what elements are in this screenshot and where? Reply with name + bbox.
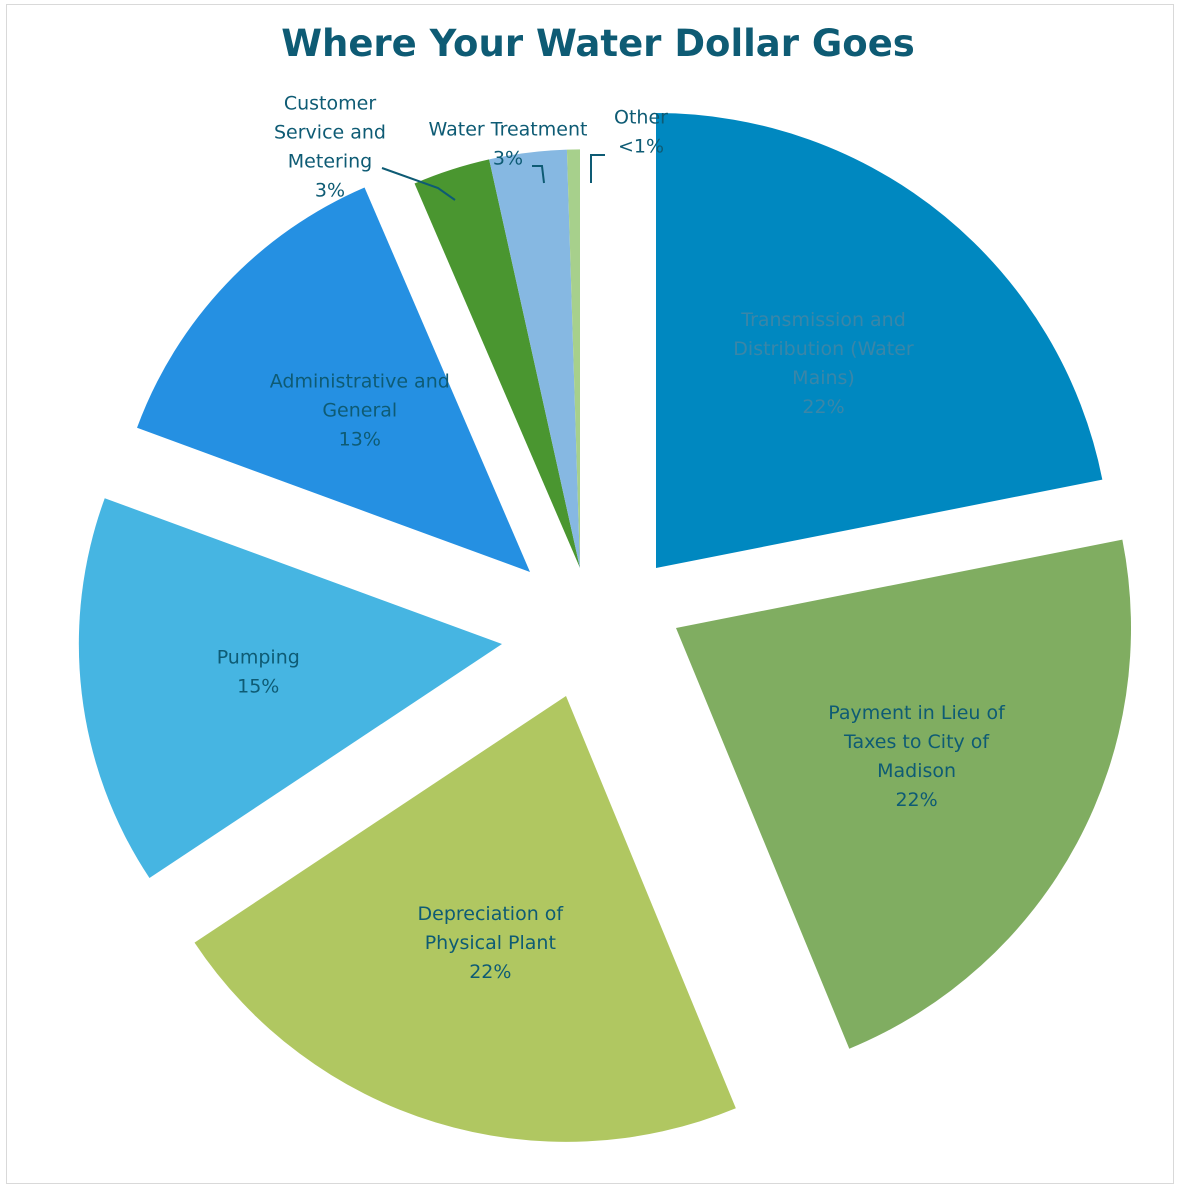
pie-slice-water-treatment (489, 149, 580, 569)
slice-label-depreciation-physical-plant: Depreciation of (418, 903, 565, 925)
leader-line-water-treatment (532, 165, 545, 184)
slice-label-payment-in-lieu-of-taxes: Taxes to City of (843, 731, 990, 753)
slice-label-transmission-distribution: 22% (802, 396, 844, 418)
slice-group-other: Other <1% (566, 107, 668, 568)
pie-slice-other (566, 149, 580, 568)
slice-group-water-treatment: Water Treatment 3% (429, 119, 588, 569)
slice-label-payment-in-lieu-of-taxes: Payment in Lieu of (828, 702, 1006, 724)
pie-slice-pumping (78, 498, 503, 879)
pie-slice-transmission-distribution (656, 113, 1103, 568)
pie-slice-depreciation-physical-plant (194, 696, 736, 1142)
pie-slice-administrative-general (137, 187, 530, 573)
slice-label-customer-service-metering: Customer (284, 93, 376, 115)
slice-label-transmission-distribution: Mains) (792, 367, 855, 389)
slice-group-pumping: Pumping 15% (78, 498, 503, 879)
slice-label-payment-in-lieu-of-taxes: 22% (895, 789, 937, 811)
slice-label-other: <1% (618, 136, 664, 158)
slice-label-customer-service-metering: Service and (274, 122, 386, 144)
slice-label-administrative-general: 13% (339, 428, 381, 450)
leader-line-other (590, 154, 605, 183)
slice-group-customer-service-metering: Customer Service and Metering 3% (274, 93, 580, 568)
slice-label-other: Other (614, 107, 668, 129)
slice-label-transmission-distribution: Transmission and (740, 309, 906, 331)
pie-slice-payment-in-lieu-of-taxes (676, 539, 1131, 1049)
slice-label-water-treatment: Water Treatment (429, 119, 588, 141)
slice-label-transmission-distribution: Distribution (Water (733, 338, 914, 360)
chart-title: Where Your Water Dollar Goes (281, 22, 915, 65)
slice-label-customer-service-metering: 3% (315, 180, 345, 202)
slice-group-administrative-general: Administrative and General 13% (137, 187, 530, 573)
slice-group-transmission-distribution: Transmission and Distribution (Water Mains… (656, 113, 1103, 568)
slice-label-pumping: Pumping (217, 647, 300, 669)
slice-label-water-treatment: 3% (493, 148, 523, 170)
slice-label-customer-service-metering: Metering (288, 151, 372, 173)
slice-label-pumping: 15% (237, 676, 279, 698)
leader-line-customer-service-metering (381, 167, 456, 201)
slice-group-depreciation-physical-plant: Depreciation of Physical Plant 22% (194, 696, 736, 1142)
slice-label-payment-in-lieu-of-taxes: Madison (877, 760, 956, 782)
slice-label-administrative-general: Administrative and (270, 370, 450, 392)
slice-label-depreciation-physical-plant: Physical Plant (425, 932, 556, 954)
slice-label-depreciation-physical-plant: 22% (469, 961, 511, 983)
slice-group-payment-in-lieu-of-taxes: Payment in Lieu of Taxes to City of Madiso… (676, 539, 1131, 1049)
pie-slice-customer-service-metering (414, 159, 580, 568)
slice-label-administrative-general: General (322, 399, 397, 421)
